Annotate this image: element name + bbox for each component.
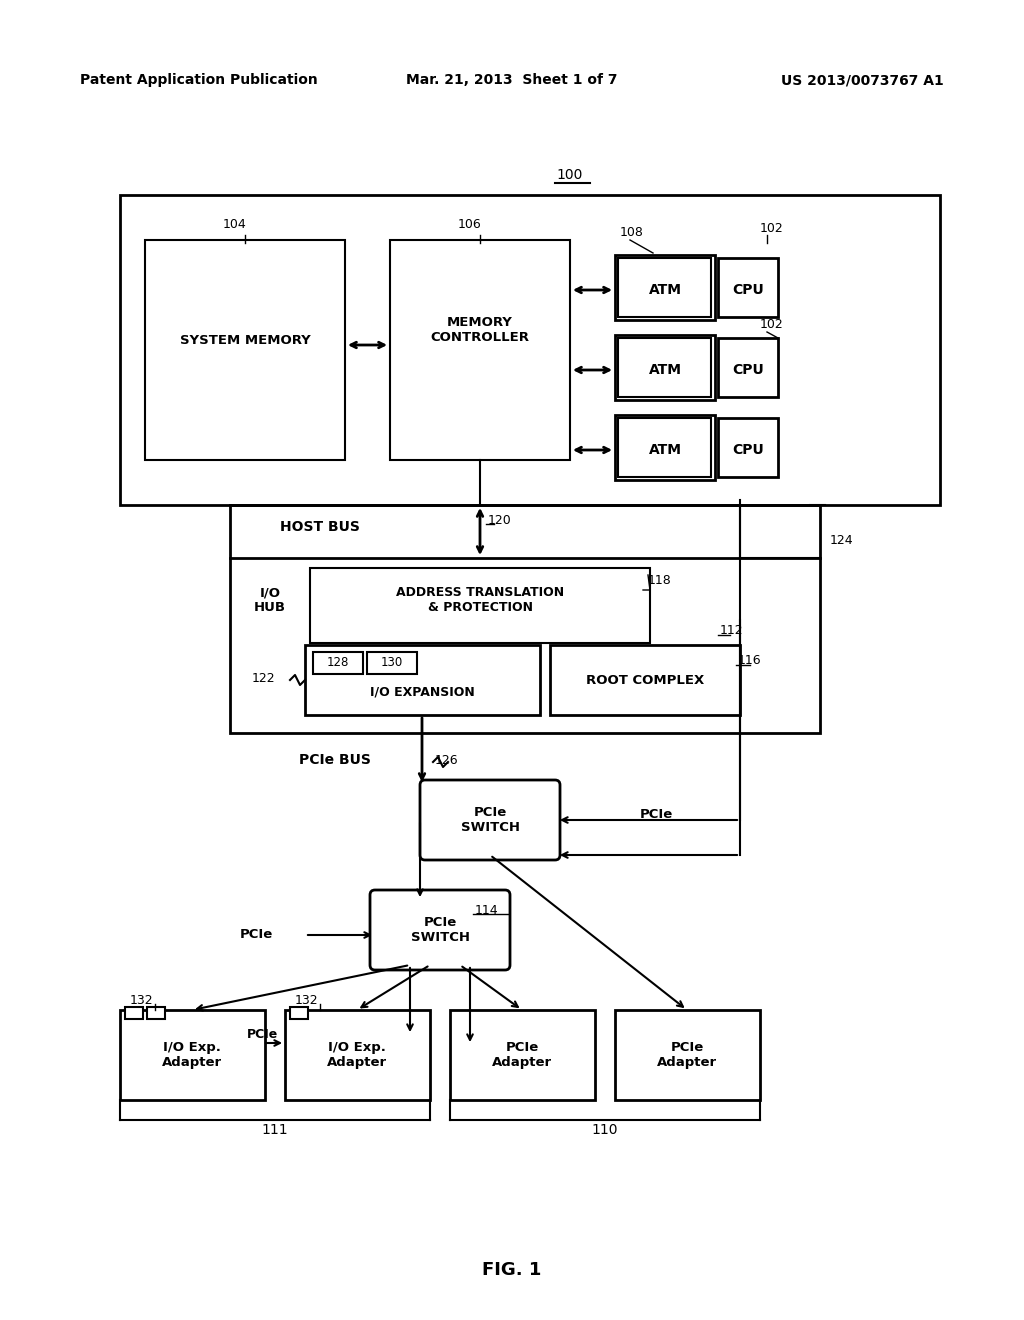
Text: PCIe: PCIe (248, 1028, 279, 1041)
Text: 132: 132 (295, 994, 318, 1006)
Bar (147, 1007, 165, 1019)
Text: PCIe
SWITCH: PCIe SWITCH (411, 916, 469, 944)
Bar (313, 652, 362, 675)
Text: 120: 120 (488, 513, 512, 527)
Bar (615, 414, 715, 480)
Text: FIG. 1: FIG. 1 (482, 1261, 542, 1279)
Text: 126: 126 (435, 754, 459, 767)
Bar (120, 1010, 265, 1100)
Text: PCIe: PCIe (640, 808, 673, 821)
Text: 110: 110 (592, 1123, 618, 1137)
Bar (285, 1010, 430, 1100)
Text: ROOT COMPLEX: ROOT COMPLEX (586, 673, 705, 686)
Text: 114: 114 (475, 903, 499, 916)
Bar (718, 257, 778, 317)
Bar (145, 240, 345, 459)
Bar (615, 335, 715, 400)
Text: US 2013/0073767 A1: US 2013/0073767 A1 (781, 73, 944, 87)
Text: 112: 112 (720, 623, 743, 636)
Bar (450, 1010, 595, 1100)
Bar (618, 418, 711, 477)
FancyBboxPatch shape (420, 780, 560, 861)
Text: HOST BUS: HOST BUS (280, 520, 360, 535)
Text: Patent Application Publication: Patent Application Publication (80, 73, 317, 87)
Bar (230, 558, 820, 733)
Text: 102: 102 (760, 222, 783, 235)
Text: PCIe
SWITCH: PCIe SWITCH (461, 807, 519, 834)
Bar (290, 1007, 308, 1019)
Bar (615, 255, 715, 319)
Text: I/O EXPANSION: I/O EXPANSION (370, 685, 474, 698)
Text: PCIe: PCIe (240, 928, 273, 941)
Text: PCIe BUS: PCIe BUS (299, 752, 371, 767)
Text: 124: 124 (830, 533, 854, 546)
Text: 116: 116 (738, 653, 762, 667)
Text: ATM: ATM (648, 444, 682, 457)
Text: 132: 132 (130, 994, 154, 1006)
Bar (310, 568, 650, 643)
Text: I/O
HUB: I/O HUB (254, 586, 286, 614)
Text: ADDRESS TRANSLATION
& PROTECTION: ADDRESS TRANSLATION & PROTECTION (396, 586, 564, 614)
Text: 118: 118 (648, 573, 672, 586)
Text: 128: 128 (327, 656, 349, 669)
Bar (618, 257, 711, 317)
Text: ATM: ATM (648, 282, 682, 297)
Text: PCIe
Adapter: PCIe Adapter (492, 1041, 552, 1069)
Text: CPU: CPU (732, 444, 764, 457)
Text: CPU: CPU (732, 363, 764, 378)
Text: Mar. 21, 2013  Sheet 1 of 7: Mar. 21, 2013 Sheet 1 of 7 (407, 73, 617, 87)
Bar (390, 240, 570, 459)
Text: 130: 130 (381, 656, 403, 669)
Bar (615, 1010, 760, 1100)
Text: ATM: ATM (648, 363, 682, 378)
Text: SYSTEM MEMORY: SYSTEM MEMORY (179, 334, 310, 346)
Text: MEMORY
CONTROLLER: MEMORY CONTROLLER (430, 315, 529, 345)
Bar (120, 195, 940, 506)
Text: CPU: CPU (732, 282, 764, 297)
Text: 111: 111 (262, 1123, 289, 1137)
Bar (125, 1007, 143, 1019)
Bar (618, 338, 711, 397)
Text: 122: 122 (252, 672, 275, 685)
Text: 106: 106 (458, 219, 482, 231)
Bar (550, 645, 740, 715)
Bar (718, 338, 778, 397)
Bar (305, 645, 540, 715)
Text: I/O Exp.
Adapter: I/O Exp. Adapter (162, 1041, 222, 1069)
Text: I/O Exp.
Adapter: I/O Exp. Adapter (327, 1041, 387, 1069)
Text: 100: 100 (557, 168, 584, 182)
Bar (367, 652, 417, 675)
Bar (718, 418, 778, 477)
FancyBboxPatch shape (370, 890, 510, 970)
Text: 108: 108 (620, 226, 644, 239)
Text: PCIe
Adapter: PCIe Adapter (657, 1041, 717, 1069)
Text: 102: 102 (760, 318, 783, 331)
Text: 104: 104 (223, 219, 247, 231)
